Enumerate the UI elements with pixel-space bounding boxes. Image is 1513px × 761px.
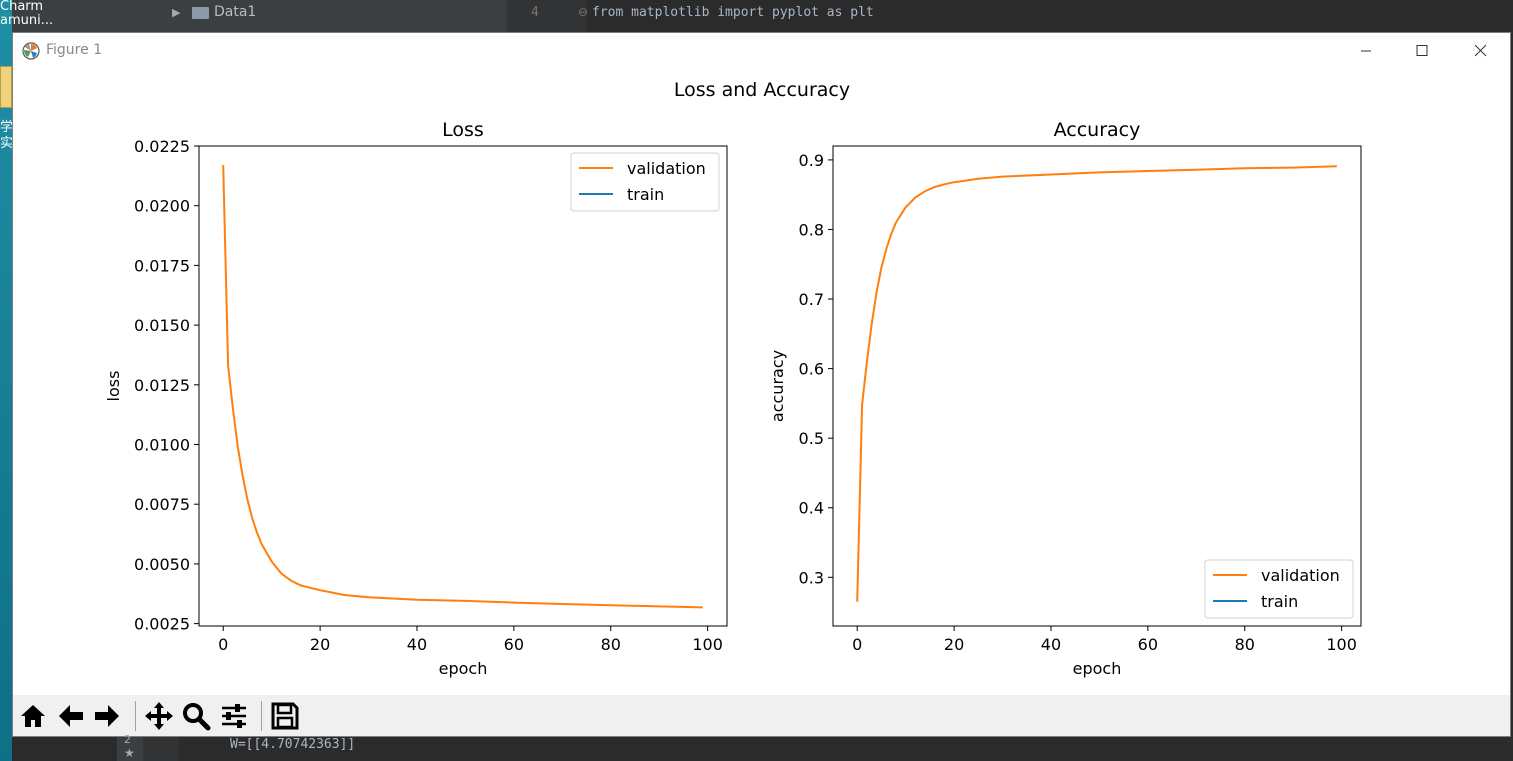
y-tick-label: 0.7 [799,290,824,309]
ide-project-tree [117,0,507,32]
x-tick-label: 80 [1235,635,1255,654]
forward-icon [95,705,119,727]
y-axis-label: loss [104,371,123,402]
axes-title: Accuracy [1054,119,1141,141]
loss-axes[interactable]: 0 20 40 60 80 100 0.0025 0.0050 0.0075 0.0100 0.01… [104,119,728,678]
x-tick-label: 20 [310,635,330,654]
toolbar-separator [135,701,136,731]
legend-label: train [627,185,664,204]
zoom-button[interactable] [180,700,212,732]
x-axis-label: epoch [439,659,488,678]
x-tick-label: 100 [692,635,723,654]
y-tick-label: 0.0075 [134,495,190,514]
minimize-button[interactable] [1343,33,1389,69]
desktop-background [0,0,12,761]
y-tick-label: 0.6 [799,360,824,379]
y-tick-label: 0.0050 [134,555,190,574]
figure-suptitle: Loss and Accuracy [674,79,850,101]
side-tab-label[interactable]: 2 [124,733,131,746]
y-tick-label: 0.0125 [134,376,190,395]
x-tick-label: 40 [407,635,427,654]
pan-icon [145,702,173,730]
save-icon [271,702,299,730]
x-axis-label: epoch [1073,659,1122,678]
ide-editor[interactable] [587,0,1513,32]
figure-canvas[interactable]: Loss and Accuracy 0 20 40 60 80 100 0.0025 0.00… [13,69,1510,695]
legend[interactable]: validation train [570,152,720,212]
ide-side-strip [117,737,143,761]
legend-label: train [1261,592,1298,611]
y-tick-label: 0.0100 [134,436,190,455]
ide-gutter [507,0,587,32]
window-title: Figure 1 [46,42,103,58]
close-button[interactable] [1457,33,1503,69]
forward-button[interactable] [91,700,123,732]
x-tick-label: 100 [1326,635,1357,654]
accuracy-axes[interactable]: 0 20 40 60 80 100 0.3 0.4 0.5 0.6 0.7 0.8 0.9 Accurac… [768,119,1362,678]
desktop-char: 实 [0,136,14,151]
desktop-char: 学 [0,120,14,135]
x-tick-label: 60 [1138,635,1158,654]
y-tick-label: 0.8 [799,220,824,239]
x-tick-label: 80 [601,635,621,654]
x-tick-label: 40 [1041,635,1061,654]
configure-subplots-icon [222,704,246,728]
series-line-validation [856,165,1337,602]
x-tick-label: 0 [852,635,862,654]
x-tick-label: 0 [218,635,228,654]
axes-frame [832,145,1362,627]
x-tick-label: 60 [504,635,524,654]
maximize-button[interactable] [1399,33,1445,69]
tree-expand-icon[interactable]: ▶ [172,6,181,19]
save-button[interactable] [269,700,301,732]
desktop-shortcut-label[interactable]: Charm amuni... [0,0,53,28]
y-tick-label: 0.3 [799,568,824,587]
y-tick-label: 0.0025 [134,615,190,634]
close-icon [1474,44,1487,57]
figure-window: Figure 1 Loss and Accuracy 0 20 40 60 80 100 0… [12,32,1511,737]
y-tick-label: 0.9 [799,151,824,170]
legend-label: validation [1261,566,1340,585]
axes-title: Loss [442,119,484,141]
back-icon [59,705,83,727]
back-button[interactable] [55,700,87,732]
maximize-icon [1416,45,1428,56]
desktop-file-icon[interactable] [0,66,12,108]
y-tick-label: 0.5 [799,429,824,448]
fold-icon[interactable]: ⊖ [578,5,589,19]
y-axis-label: accuracy [768,350,787,422]
y-tick-label: 0.4 [799,499,824,518]
series-line-validation [222,165,703,609]
desktop-icon-label: 学 实 [0,120,13,152]
pan-button[interactable] [143,700,175,732]
favorites-icon[interactable]: ★ [124,746,135,760]
y-tick-label: 0.0150 [134,316,190,335]
y-tick-label: 0.0175 [134,256,190,275]
window-titlebar[interactable]: Figure 1 [13,33,1510,69]
desktop-shortcut-line: amuni... [0,13,54,28]
console-output: W=[[4.70742363]] [230,737,356,752]
toolbar-separator [261,701,262,731]
folder-icon [192,7,209,19]
x-tick-label: 20 [944,635,964,654]
ide-project-panel [12,0,117,32]
y-tick-label: 0.0200 [134,197,190,216]
navigation-toolbar [13,695,1510,736]
home-icon [21,705,45,727]
axes-frame [198,145,728,627]
y-tick-label: 0.0225 [134,137,190,156]
zoom-icon [183,703,211,731]
desktop-shortcut-line: Charm [0,0,44,14]
code-line[interactable]: from matplotlib import pyplot as plt [592,5,874,20]
configure-subplots-button[interactable] [218,700,250,732]
ide-run-panel-gutter [143,737,179,761]
tree-item-label[interactable]: Data1 [214,4,257,20]
legend[interactable]: validation train [1204,559,1354,619]
legend-label: validation [627,159,706,178]
home-button[interactable] [17,700,49,732]
matplotlib-icon [22,42,40,60]
line-number: 4 [531,5,539,20]
